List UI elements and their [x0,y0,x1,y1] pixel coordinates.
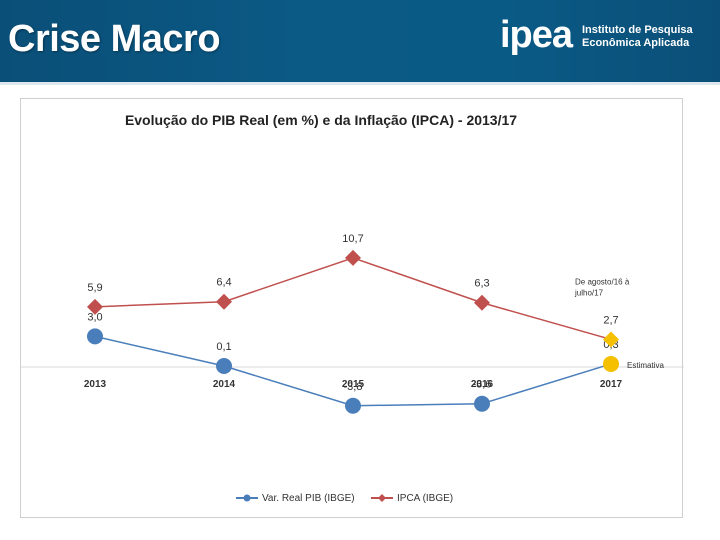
ipca-data-label-2016: 6,3 [474,278,489,290]
ipca-data-label-2015: 10,7 [342,233,363,245]
pib-data-label-2015: -3,8 [344,381,363,393]
pib-point-2017 [603,355,619,372]
pib-point-2016 [474,395,490,412]
pib-point-2015 [345,397,361,414]
logo-line-1: Instituto de Pesquisa [582,24,693,36]
x-tick-label-2017: 2017 [600,379,623,390]
pib-data-label-2014: 0,1 [216,341,231,353]
annotation-0-line-0: De agosto/16 à [575,277,630,286]
chart-panel: Evolução do PIB Real (em %) e da Inflaçã… [20,98,684,518]
header-divider [0,82,720,85]
x-tick-label-2014: 2014 [213,379,236,390]
legend-marker-ipca [378,494,386,502]
pib-point-2013 [87,328,103,345]
x-tick-label-2015: 2015 [342,379,365,390]
pib-data-label-2013: 3,0 [87,311,102,323]
ipca-data-label-2014: 6,4 [216,277,231,289]
ipca-point-2015 [345,249,361,266]
ipca-point-2013 [87,298,103,315]
annotation-1-line-0: Estimativa [627,361,664,370]
annotation-0-line-1: julho/17 [574,288,604,297]
ipca-data-label-2013: 5,9 [87,282,102,294]
legend-marker-pib [243,494,251,502]
chart-legend[interactable]: Var. Real PIB (IBGE) IPCA (IBGE) [236,493,453,504]
logo-text: Instituto de Pesquisa Econômica Aplicada [582,24,720,50]
legend-label-ipca: IPCA (IBGE) [397,493,453,504]
ipca-point-2014 [216,293,232,310]
header-bar: Crise Macro ipea Instituto de Pesquisa E… [0,0,720,82]
logo-line-2: Econômica Aplicada [582,37,690,49]
x-tick-label-2016: 2016 [471,379,494,390]
chart-title: Evolução do PIB Real (em %) e da Inflaçã… [125,112,517,128]
pib-series-line [94,335,612,407]
ipca-data-label-2017: 2,7 [603,314,618,326]
page-title: Crise Macro [8,18,221,60]
line-chart: Evolução do PIB Real (em %) e da Inflaçã… [21,112,684,504]
pib-point-2014 [216,357,232,374]
chart-plot-area: 201320142015201620173,00,1-3,8-3,60,35,9… [21,233,684,414]
pib-data-label-2016: -3,6 [473,379,492,391]
x-tick-label-2013: 2013 [84,379,107,390]
logo-mark: ipea [500,14,573,56]
ipca-point-2017 [603,331,619,348]
legend-label-pib: Var. Real PIB (IBGE) [262,493,355,504]
ipca-series-line [94,257,612,341]
ipca-point-2016 [474,294,490,311]
